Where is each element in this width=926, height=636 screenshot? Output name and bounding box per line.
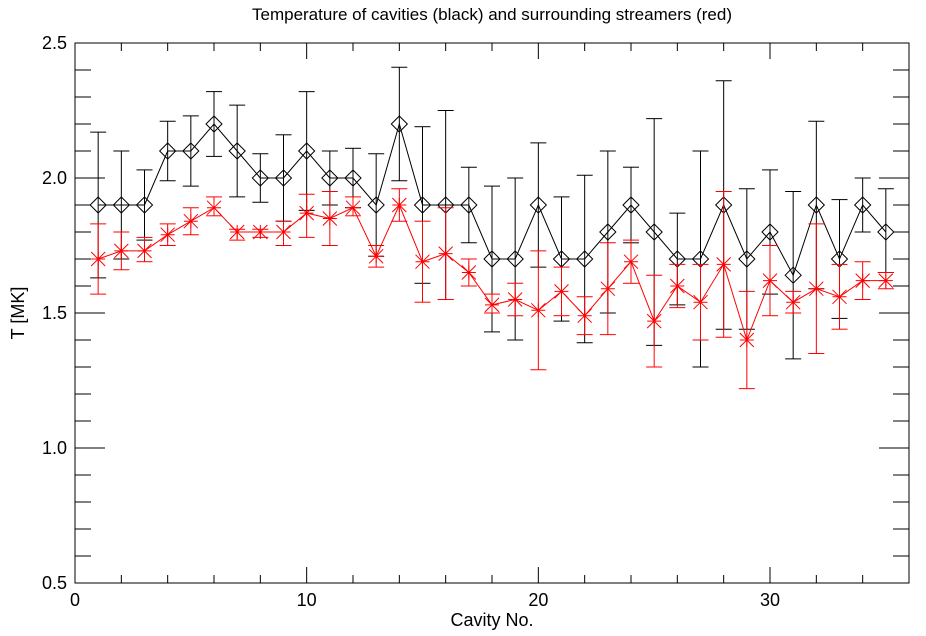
data-point-asterisk <box>90 251 106 267</box>
data-point-asterisk <box>484 297 500 313</box>
data-point-asterisk <box>507 292 523 307</box>
data-point-diamond <box>297 142 316 160</box>
y-tick-label: 1.0 <box>42 438 67 458</box>
data-point-diamond <box>182 142 200 160</box>
x-tick-label: 0 <box>70 590 80 610</box>
data-point-asterisk <box>739 332 755 348</box>
data-point-asterisk <box>762 273 778 288</box>
data-point-diamond <box>251 169 270 187</box>
data-point-asterisk <box>530 302 546 318</box>
data-point-diamond <box>205 115 223 133</box>
data-point-diamond <box>274 169 293 187</box>
data-point-diamond <box>367 196 385 214</box>
data-point-diamond <box>413 196 432 214</box>
data-point-asterisk <box>461 265 477 280</box>
data-point-asterisk <box>878 273 894 288</box>
x-tick-label: 10 <box>297 590 317 610</box>
data-point-diamond <box>622 196 640 214</box>
y-tick-label: 0.5 <box>42 573 67 593</box>
data-point-diamond <box>599 223 617 241</box>
data-point-diamond <box>158 142 177 160</box>
data-point-asterisk <box>183 213 199 229</box>
data-point-diamond <box>135 196 154 214</box>
data-point-diamond <box>784 266 802 284</box>
data-point-asterisk <box>716 257 732 272</box>
data-point-diamond <box>761 223 779 241</box>
data-point-asterisk <box>113 243 129 259</box>
y-tick-label: 2.0 <box>42 168 67 188</box>
data-point-diamond <box>483 250 501 268</box>
data-point-asterisk <box>160 227 176 243</box>
x-axis-label: Cavity No. <box>450 610 533 630</box>
data-point-asterisk <box>252 224 268 240</box>
series-cavities <box>89 66 895 368</box>
data-point-asterisk <box>345 200 361 216</box>
data-point-diamond <box>853 196 872 214</box>
x-tick-label: 30 <box>760 590 780 610</box>
data-point-diamond <box>112 196 131 214</box>
data-point-asterisk <box>415 254 430 270</box>
data-point-asterisk <box>693 294 708 310</box>
y-tick-label: 1.5 <box>42 303 67 323</box>
data-point-asterisk <box>808 281 824 297</box>
data-point-asterisk <box>276 224 291 240</box>
data-point-diamond <box>645 223 663 241</box>
data-point-diamond <box>344 169 362 187</box>
series-streamers <box>90 188 894 390</box>
data-point-asterisk <box>554 284 569 299</box>
data-point-asterisk <box>391 197 407 213</box>
data-point-diamond <box>506 250 524 268</box>
data-point-diamond <box>575 250 594 268</box>
data-point-asterisk <box>600 281 616 297</box>
data-point-asterisk <box>646 313 662 329</box>
data-point-asterisk <box>785 294 801 310</box>
data-point-asterisk <box>322 211 338 226</box>
data-point-asterisk <box>368 248 384 264</box>
data-point-asterisk <box>577 308 593 324</box>
y-axis-label: T [MK] <box>8 287 28 340</box>
chart-title: Temperature of cavities (black) and surr… <box>252 5 732 24</box>
data-point-asterisk <box>855 273 871 288</box>
data-point-diamond <box>529 196 548 214</box>
data-point-diamond <box>321 169 339 187</box>
x-tick-label: 20 <box>528 590 548 610</box>
data-point-diamond <box>89 196 107 214</box>
data-point-diamond <box>738 250 756 268</box>
y-tick-label: 2.5 <box>42 33 67 53</box>
data-point-asterisk <box>669 278 685 294</box>
data-point-asterisk <box>206 200 222 216</box>
data-point-diamond <box>228 142 246 160</box>
data-point-asterisk <box>623 254 639 270</box>
data-point-asterisk <box>229 224 245 240</box>
data-point-diamond <box>807 196 826 214</box>
data-point-diamond <box>877 223 895 241</box>
data-point-asterisk <box>832 289 847 305</box>
data-point-diamond <box>460 196 478 214</box>
data-point-diamond <box>390 115 409 133</box>
data-point-asterisk <box>137 243 152 259</box>
data-point-asterisk <box>438 246 454 261</box>
data-point-asterisk <box>299 205 315 221</box>
